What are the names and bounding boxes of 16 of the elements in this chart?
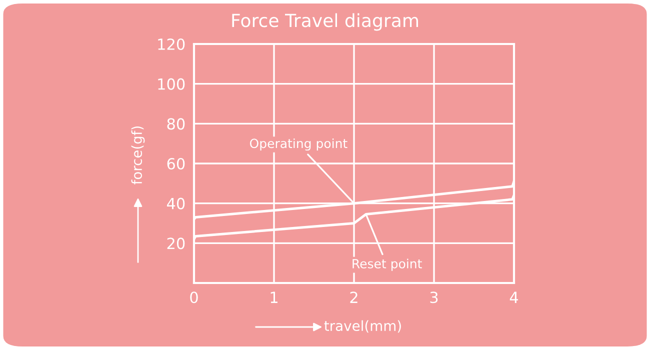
y-axis-title: force(gf): [131, 126, 145, 184]
x-tick-label: 3: [430, 292, 438, 304]
y-tick-label: 120: [158, 38, 185, 50]
x-tick-label: 0: [190, 292, 198, 304]
x-tick-label: 4: [510, 292, 518, 303]
x-tick-label: 1: [270, 292, 278, 303]
y-tick-label: 20: [167, 238, 185, 250]
y-tick-label: 60: [167, 158, 185, 170]
chart-title: Force Travel diagram: [232, 13, 418, 31]
annotation: Operating point: [250, 138, 348, 151]
y-tick-label: 100: [158, 78, 185, 90]
x-axis-title: travel(mm): [324, 320, 401, 333]
y-tick-label: 40: [166, 198, 185, 210]
x-tick-label: 2: [350, 292, 358, 303]
annotation: Reset point: [352, 258, 422, 271]
y-tick-label: 80: [167, 118, 185, 130]
